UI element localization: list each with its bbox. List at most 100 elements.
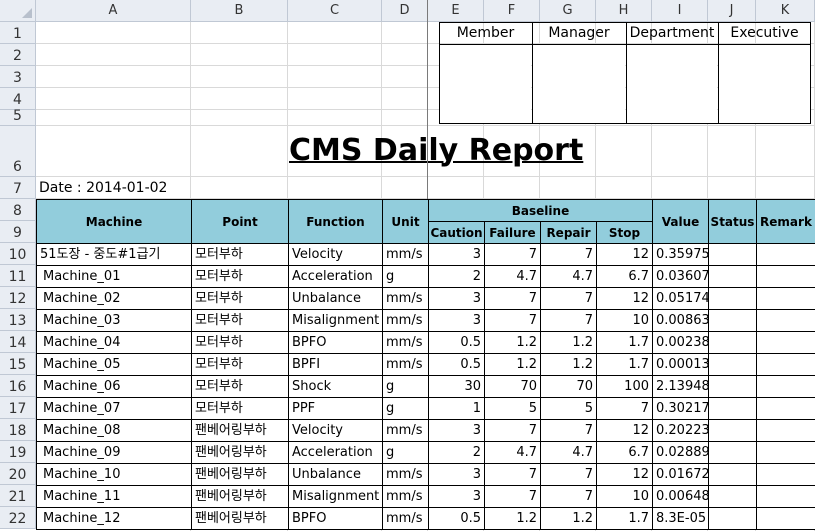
cell-function[interactable]: Velocity: [288, 419, 383, 442]
cell-unit[interactable]: g: [382, 397, 429, 420]
cell-repair[interactable]: 7: [540, 287, 597, 310]
cell-caution[interactable]: 2: [428, 265, 485, 288]
cell-remark[interactable]: [756, 507, 815, 530]
cell-function[interactable]: BPFO: [288, 331, 383, 354]
cell-status[interactable]: [708, 485, 757, 508]
cell-function[interactable]: Unbalance: [288, 287, 383, 310]
cell-status[interactable]: [708, 441, 757, 464]
cell-stop[interactable]: 12: [596, 463, 653, 486]
cell-point[interactable]: 팬베어링부하: [191, 507, 289, 530]
cell-remark[interactable]: [756, 441, 815, 464]
cell-repair[interactable]: 7: [540, 243, 597, 266]
cell-stop[interactable]: 6.7: [596, 265, 653, 288]
row-header-20[interactable]: 20: [0, 463, 36, 485]
cell-failure[interactable]: 5: [484, 397, 541, 420]
cell-machine[interactable]: Machine_10: [36, 463, 192, 486]
cell-repair[interactable]: 7: [540, 463, 597, 486]
cell-failure[interactable]: 1.2: [484, 331, 541, 354]
cell-function[interactable]: Misalignment: [288, 485, 383, 508]
cell-machine[interactable]: Machine_01: [36, 265, 192, 288]
cell-remark[interactable]: [756, 243, 815, 266]
cell-stop[interactable]: 6.7: [596, 441, 653, 464]
cell-failure[interactable]: 7: [484, 243, 541, 266]
cell-status[interactable]: [708, 507, 757, 530]
cell-failure[interactable]: 70: [484, 375, 541, 398]
cell-caution[interactable]: 3: [428, 463, 485, 486]
column-header-a[interactable]: A: [36, 0, 191, 22]
cell-repair[interactable]: 70: [540, 375, 597, 398]
cell-value[interactable]: 0.30217: [652, 397, 709, 420]
freeze-pane-divider[interactable]: [427, 0, 428, 199]
cell-failure[interactable]: 7: [484, 309, 541, 332]
cell-function[interactable]: Acceleration: [288, 441, 383, 464]
cell-function[interactable]: BPFI: [288, 353, 383, 376]
row-header-15[interactable]: 15: [0, 353, 36, 375]
cell-point[interactable]: 모터부하: [191, 265, 289, 288]
cell-remark[interactable]: [756, 419, 815, 442]
row-header-3[interactable]: 3: [0, 66, 36, 88]
column-header-c[interactable]: C: [288, 0, 382, 22]
cell-unit[interactable]: g: [382, 375, 429, 398]
cell-point[interactable]: 팬베어링부하: [191, 441, 289, 464]
cell-status[interactable]: [708, 463, 757, 486]
cell-point[interactable]: 팬베어링부하: [191, 419, 289, 442]
cell-stop[interactable]: 1.7: [596, 353, 653, 376]
cell-status[interactable]: [708, 397, 757, 420]
cell-value[interactable]: 8.3E-05: [652, 507, 709, 530]
cell-unit[interactable]: g: [382, 441, 429, 464]
cell-machine[interactable]: Machine_05: [36, 353, 192, 376]
cell-unit[interactable]: mm/s: [382, 331, 429, 354]
cell-machine[interactable]: Machine_08: [36, 419, 192, 442]
cell-point[interactable]: 모터부하: [191, 287, 289, 310]
cell-status[interactable]: [708, 353, 757, 376]
column-header-g[interactable]: G: [540, 0, 596, 22]
cell-point[interactable]: 모터부하: [191, 309, 289, 332]
cell-value[interactable]: 0.00648: [652, 485, 709, 508]
row-header-9[interactable]: 9: [0, 221, 36, 243]
cell-repair[interactable]: 5: [540, 397, 597, 420]
cell-remark[interactable]: [756, 331, 815, 354]
cell-status[interactable]: [708, 243, 757, 266]
cell-repair[interactable]: 7: [540, 419, 597, 442]
report-date[interactable]: Date : 2014-01-02: [39, 180, 168, 196]
row-header-6[interactable]: 6: [0, 126, 36, 177]
cell-remark[interactable]: [756, 485, 815, 508]
cell-function[interactable]: Velocity: [288, 243, 383, 266]
cell-stop[interactable]: 12: [596, 419, 653, 442]
cell-value[interactable]: 0.05174: [652, 287, 709, 310]
cell-function[interactable]: Shock: [288, 375, 383, 398]
signature-box-department[interactable]: [627, 45, 717, 123]
cell-unit[interactable]: mm/s: [382, 353, 429, 376]
row-header-7[interactable]: 7: [0, 177, 36, 199]
cell-point[interactable]: 모터부하: [191, 375, 289, 398]
cell-unit[interactable]: mm/s: [382, 419, 429, 442]
cell-remark[interactable]: [756, 397, 815, 420]
cell-repair[interactable]: 4.7: [540, 441, 597, 464]
column-header-h[interactable]: H: [596, 0, 652, 22]
cell-function[interactable]: PPF: [288, 397, 383, 420]
row-header-12[interactable]: 12: [0, 287, 36, 309]
cell-stop[interactable]: 12: [596, 287, 653, 310]
cell-status[interactable]: [708, 309, 757, 332]
cell-point[interactable]: 모터부하: [191, 397, 289, 420]
row-header-18[interactable]: 18: [0, 419, 36, 441]
cell-stop[interactable]: 10: [596, 485, 653, 508]
signature-box-manager[interactable]: [533, 45, 625, 123]
cell-function[interactable]: Acceleration: [288, 265, 383, 288]
cell-value[interactable]: 0.02889: [652, 441, 709, 464]
cell-repair[interactable]: 1.2: [540, 507, 597, 530]
cell-repair[interactable]: 7: [540, 485, 597, 508]
column-header-f[interactable]: F: [484, 0, 540, 22]
cell-remark[interactable]: [756, 287, 815, 310]
cell-status[interactable]: [708, 265, 757, 288]
cell-value[interactable]: 0.20223: [652, 419, 709, 442]
cell-function[interactable]: Misalignment: [288, 309, 383, 332]
cell-machine[interactable]: Machine_12: [36, 507, 192, 530]
cell-point[interactable]: 팬베어링부하: [191, 485, 289, 508]
column-header-i[interactable]: I: [652, 0, 708, 22]
cell-value[interactable]: 0.00863: [652, 309, 709, 332]
cell-status[interactable]: [708, 331, 757, 354]
select-all-corner[interactable]: [0, 0, 36, 22]
cell-unit[interactable]: mm/s: [382, 243, 429, 266]
column-header-b[interactable]: B: [191, 0, 288, 22]
